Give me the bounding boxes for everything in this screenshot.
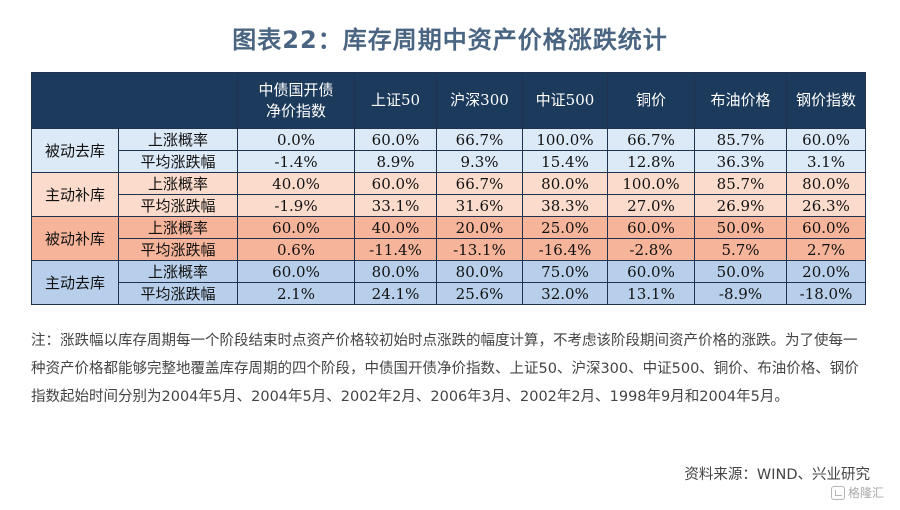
value-cell: 60.0% xyxy=(237,216,355,239)
value-cell: -1.4% xyxy=(237,150,355,173)
value-cell: 75.0% xyxy=(522,260,608,283)
value-cell: 26.3% xyxy=(786,194,866,217)
header-blank-cell xyxy=(31,72,238,129)
table-row: 平均涨跌幅 -1.9% 33.1% 31.6% 38.3% 27.0% 26.9… xyxy=(31,194,866,217)
value-cell: 50.0% xyxy=(694,216,787,239)
metric-label: 上涨概率 xyxy=(118,172,238,195)
table-row: 被动去库 上涨概率 0.0% 60.0% 66.7% 100.0% 66.7% … xyxy=(31,128,866,173)
value-cell: 66.7% xyxy=(607,128,695,151)
header-cell: 中债国开债 净价指数 xyxy=(237,72,355,129)
metric-label: 上涨概率 xyxy=(118,128,238,151)
value-cell: 60.0% xyxy=(786,216,866,239)
header-row: 中债国开债 净价指数 上证50 沪深300 中证500 铜价 布油价格 钢价指数 xyxy=(31,72,866,129)
value-cell: 0.6% xyxy=(237,238,355,261)
watermark: 格隆汇 xyxy=(830,484,884,501)
value-cell: 13.1% xyxy=(607,282,695,305)
value-cell: 60.0% xyxy=(237,260,355,283)
header-cell-label: 中债国开债 净价指数 xyxy=(258,80,334,120)
value-cell: 66.7% xyxy=(436,172,523,195)
value-cell: 85.7% xyxy=(694,172,787,195)
metric-label: 平均涨跌幅 xyxy=(118,282,238,305)
value-cell: 80.0% xyxy=(786,172,866,195)
value-cell: 40.0% xyxy=(354,216,437,239)
table-row: 被动补库 上涨概率 60.0% 40.0% 20.0% 25.0% 60.0% … xyxy=(31,216,866,261)
value-cell: -2.8% xyxy=(607,238,695,261)
phase-label: 主动去库 xyxy=(31,260,119,305)
value-cell: 24.1% xyxy=(354,282,437,305)
value-cell: -1.9% xyxy=(237,194,355,217)
value-cell: 60.0% xyxy=(607,260,695,283)
value-cell: 25.0% xyxy=(522,216,608,239)
value-cell: 85.7% xyxy=(694,128,787,151)
chart-title: 图表22：库存周期中资产价格涨跌统计 xyxy=(232,26,668,54)
value-cell: 33.1% xyxy=(354,194,437,217)
value-cell: 20.0% xyxy=(786,260,866,283)
value-cell: 50.0% xyxy=(694,260,787,283)
value-cell: 38.3% xyxy=(522,194,608,217)
value-cell: 32.0% xyxy=(522,282,608,305)
metric-label: 平均涨跌幅 xyxy=(118,150,238,173)
value-cell: 60.0% xyxy=(607,216,695,239)
metric-label: 平均涨跌幅 xyxy=(118,238,238,261)
value-cell: 9.3% xyxy=(436,150,523,173)
value-cell: 80.0% xyxy=(522,172,608,195)
watermark-text: 格隆汇 xyxy=(847,486,884,500)
value-cell: -11.4% xyxy=(354,238,437,261)
value-cell: 12.8% xyxy=(607,150,695,173)
value-cell: -18.0% xyxy=(786,282,866,305)
table-row: 主动补库 上涨概率 40.0% 60.0% 66.7% 80.0% 100.0%… xyxy=(31,172,866,217)
footnote: 注：涨跌幅以库存周期每一个阶段结束时点资产价格较初始时点涨跌的幅度计算，不考虑该… xyxy=(31,333,859,405)
value-cell: 2.1% xyxy=(237,282,355,305)
value-cell: 60.0% xyxy=(354,128,437,151)
value-cell: 5.7% xyxy=(694,238,787,261)
value-cell: 40.0% xyxy=(237,172,355,195)
value-cell: 100.0% xyxy=(522,128,608,151)
phase-label: 主动补库 xyxy=(31,172,119,217)
value-cell: -13.1% xyxy=(436,238,523,261)
value-cell: -16.4% xyxy=(522,238,608,261)
value-cell: 80.0% xyxy=(354,260,437,283)
value-cell: 100.0% xyxy=(607,172,695,195)
watermark-logo-icon xyxy=(830,485,845,500)
value-cell: 8.9% xyxy=(354,150,437,173)
value-cell: 60.0% xyxy=(786,128,866,151)
header-cell: 沪深300 xyxy=(436,72,523,129)
metric-label: 平均涨跌幅 xyxy=(118,194,238,217)
phase-label: 被动去库 xyxy=(31,128,119,173)
metric-label: 上涨概率 xyxy=(118,216,238,239)
table-row: 平均涨跌幅 -1.4% 8.9% 9.3% 15.4% 12.8% 36.3% … xyxy=(31,150,866,173)
source-text: 资料来源：WIND、兴业研究 xyxy=(684,467,870,483)
value-cell: 60.0% xyxy=(354,172,437,195)
header-cell: 中证500 xyxy=(522,72,608,129)
table-row: 主动去库 上涨概率 60.0% 80.0% 80.0% 75.0% 60.0% … xyxy=(31,260,866,305)
header-cell: 上证50 xyxy=(354,72,437,129)
table-row: 平均涨跌幅 0.6% -11.4% -13.1% -16.4% -2.8% 5.… xyxy=(31,238,866,261)
table-row: 平均涨跌幅 2.1% 24.1% 25.6% 32.0% 13.1% -8.9%… xyxy=(31,282,866,305)
header-cell: 钢价指数 xyxy=(786,72,866,129)
header-cell: 布油价格 xyxy=(694,72,787,129)
value-cell: 31.6% xyxy=(436,194,523,217)
value-cell: 27.0% xyxy=(607,194,695,217)
inventory-cycle-table: 中债国开债 净价指数 上证50 沪深300 中证500 铜价 布油价格 钢价指数… xyxy=(31,72,866,305)
value-cell: 80.0% xyxy=(436,260,523,283)
value-cell: 36.3% xyxy=(694,150,787,173)
value-cell: 66.7% xyxy=(436,128,523,151)
value-cell: 25.6% xyxy=(436,282,523,305)
phase-label: 被动补库 xyxy=(31,216,119,261)
value-cell: 3.1% xyxy=(786,150,866,173)
value-cell: 20.0% xyxy=(436,216,523,239)
value-cell: -8.9% xyxy=(694,282,787,305)
value-cell: 0.0% xyxy=(237,128,355,151)
value-cell: 2.7% xyxy=(786,238,866,261)
header-cell: 铜价 xyxy=(607,72,695,129)
value-cell: 26.9% xyxy=(694,194,787,217)
metric-label: 上涨概率 xyxy=(118,260,238,283)
value-cell: 15.4% xyxy=(522,150,608,173)
